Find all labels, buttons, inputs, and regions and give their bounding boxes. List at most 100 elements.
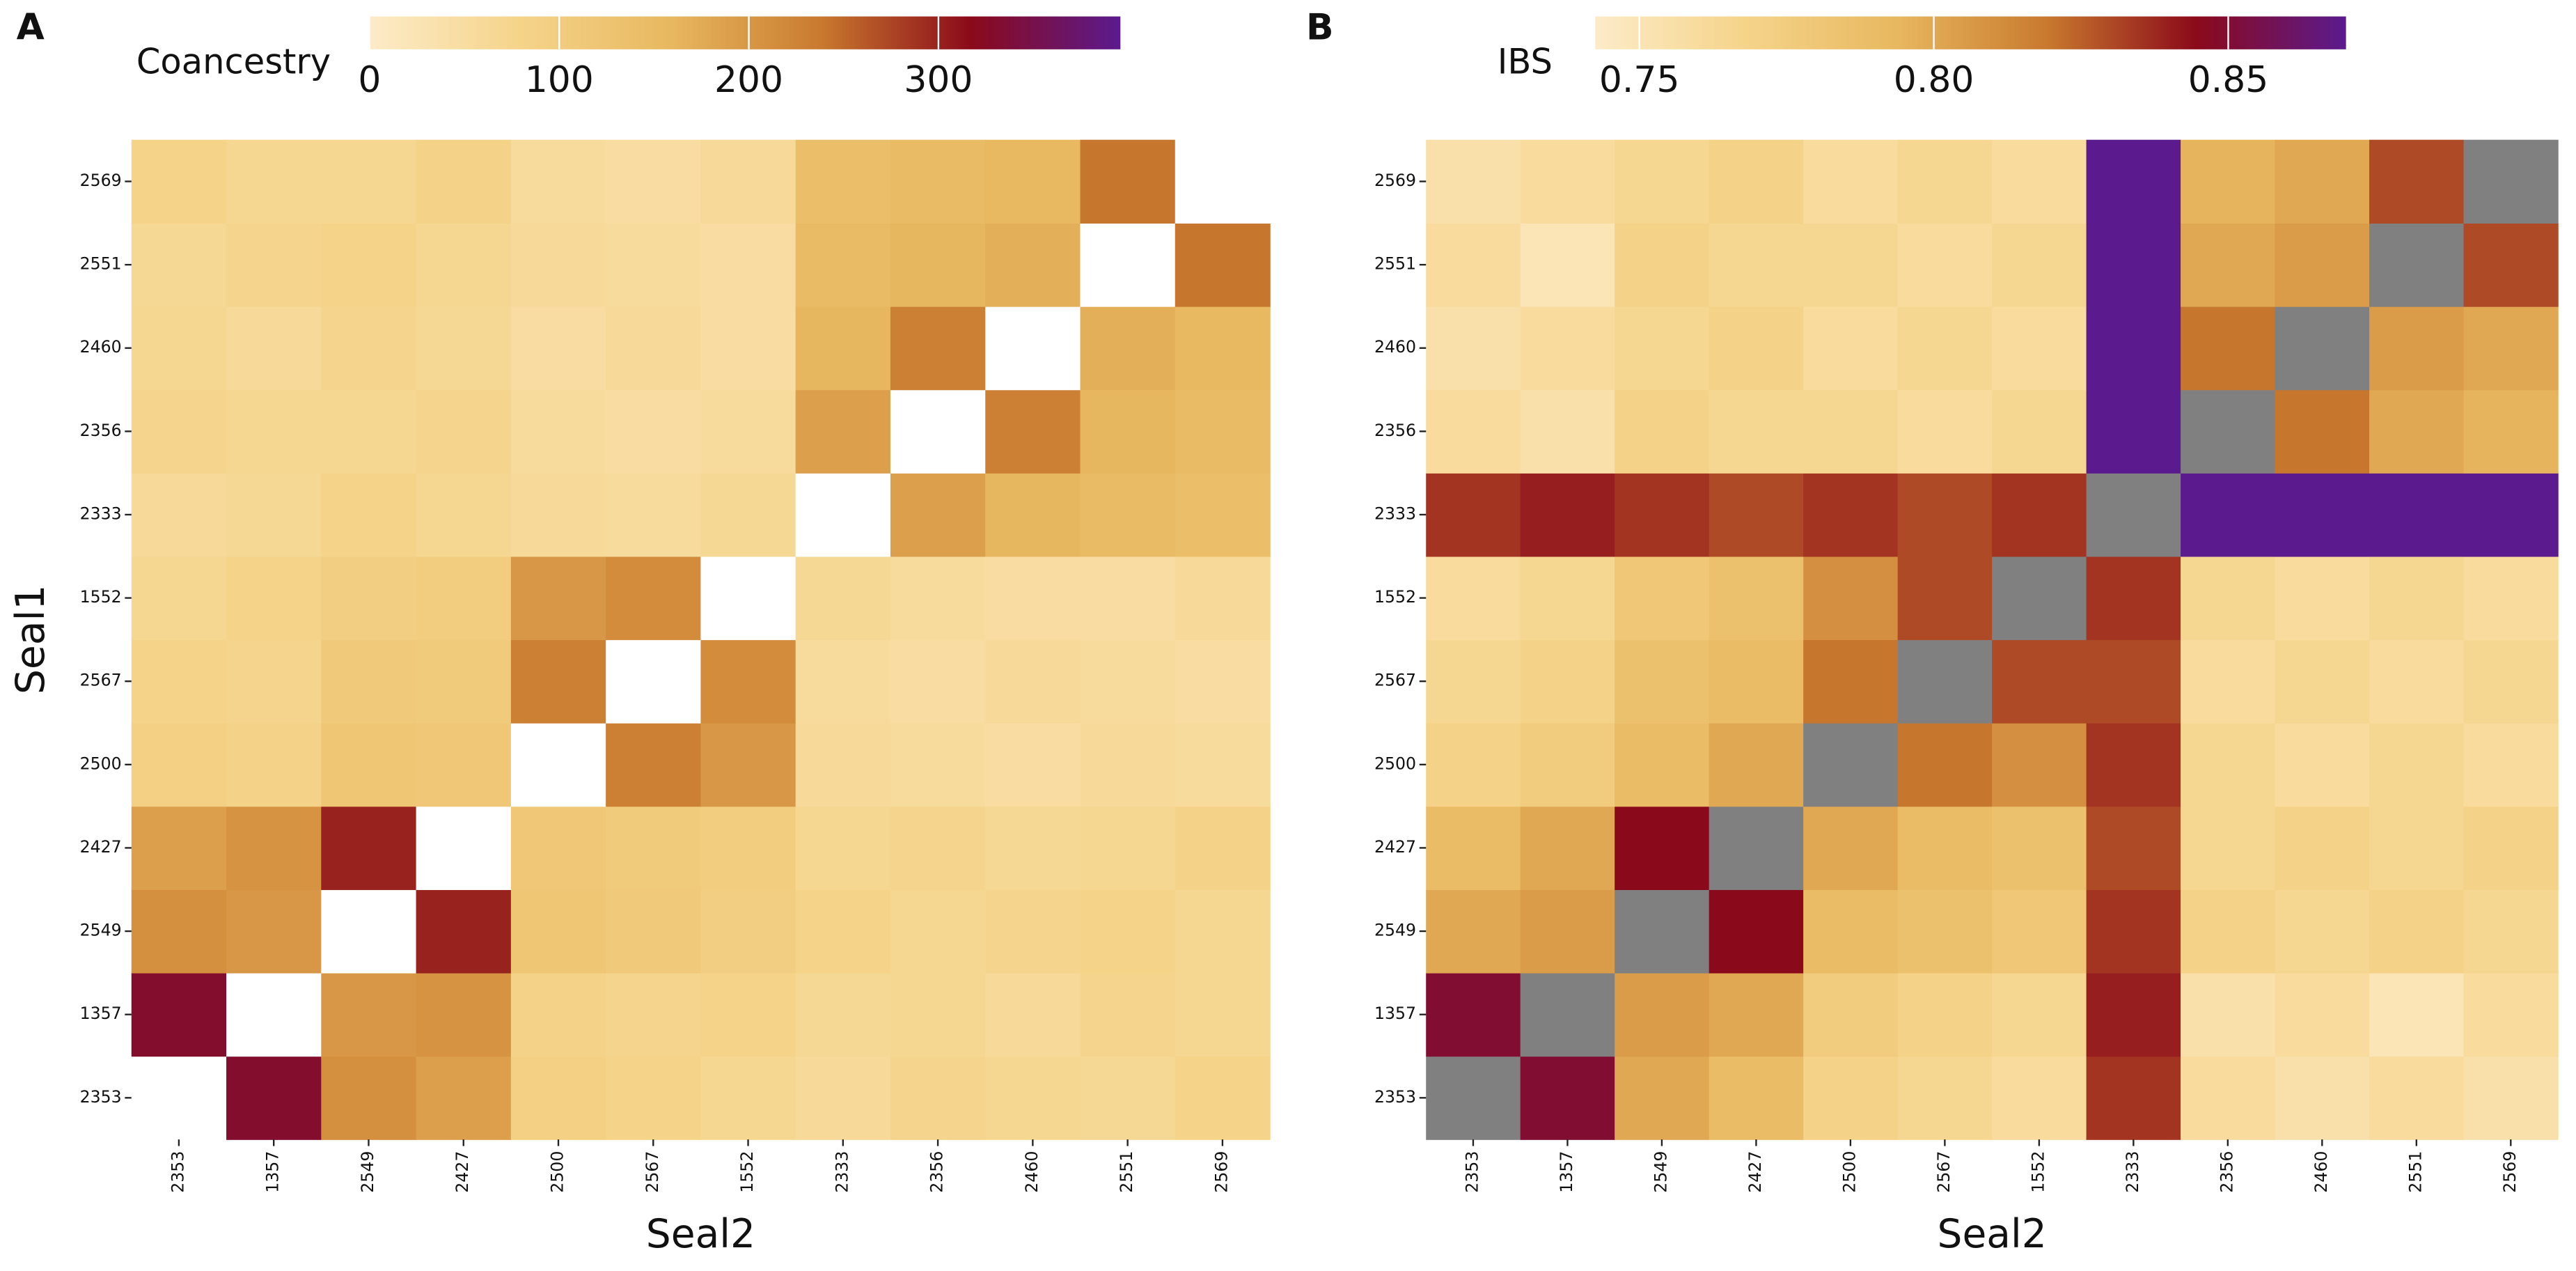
y-tick-label: 2569 [1374,171,1416,190]
heatmap-cell [795,223,891,307]
heatmap-cell [2181,223,2276,307]
heatmap-cell [890,1056,986,1140]
heatmap-cell [1175,139,1271,224]
heatmap-cell [416,639,512,724]
y-tick-label: 2567 [1374,671,1416,690]
heatmap-cell [1426,723,1521,807]
heatmap-cell [226,723,322,807]
heatmap-cell [1175,889,1271,974]
heatmap-cell [1520,972,1615,1057]
x-axis-title: Seal2 [646,1211,755,1257]
heatmap-cell [890,306,986,391]
y-tick-label: 2427 [1374,837,1416,857]
heatmap-cell [510,139,606,224]
y-tick-label: 2356 [1374,421,1416,440]
heatmap-cell [510,889,606,974]
heatmap-cell [1992,1056,2087,1140]
heatmap-cell [1520,723,1615,807]
heatmap-cell [606,806,702,890]
heatmap-cell [2369,389,2465,474]
heatmap-cell [416,306,512,391]
heatmap-cell [795,806,891,890]
heatmap-cell [700,806,796,890]
heatmap-cell [2463,389,2559,474]
x-tick-label: 2427 [453,1151,472,1193]
heatmap-cell [1709,139,1804,224]
x-tick-label: 2356 [2217,1151,2236,1193]
heatmap-cell [985,473,1081,557]
heatmap-cell [2463,889,2559,974]
heatmap-cell [131,223,227,307]
heatmap-cell [2369,972,2465,1057]
heatmap-cell [700,972,796,1057]
heatmap-cell [985,972,1081,1057]
heatmap-cell [1709,223,1804,307]
heatmap-cell [2181,972,2276,1057]
heatmap-cell [2369,723,2465,807]
heatmap-cell [1615,1056,1710,1140]
heatmap-cell [700,389,796,474]
heatmap-cell [1080,889,1176,974]
x-tick-label: 1552 [2028,1151,2048,1193]
heatmap-cell [1803,473,1899,557]
heatmap-cell [2086,889,2181,974]
y-tick-label: 2500 [1374,754,1416,773]
heatmap-cell [1803,306,1899,391]
x-tick-label: 1357 [1557,1151,1576,1193]
colorbar [369,16,1121,49]
x-tick-label: 2500 [548,1151,567,1193]
heatmap-cell [1426,473,1521,557]
heatmap-cell [510,556,606,641]
y-tick-label: 2500 [80,754,122,773]
heatmap-cell [1080,223,1176,307]
heatmap-cell [321,389,417,474]
heatmap-cell [2275,723,2370,807]
heatmap-cell [510,639,606,724]
heatmap-cell [1709,972,1804,1057]
heatmap-cell [1897,806,1993,890]
heatmap-cell [2086,723,2181,807]
heatmap-cell [1080,389,1176,474]
heatmap-cell [1426,139,1521,224]
x-tick-label: 2460 [1022,1151,1042,1193]
heatmap-cell [321,723,417,807]
y-tick-label: 2549 [1374,921,1416,940]
heatmap-cell [890,139,986,224]
colorbar-tick-label: 0 [358,59,381,101]
heatmap-cell [131,139,227,224]
heatmap-cell [700,1056,796,1140]
heatmap-cell [2181,889,2276,974]
heatmap-cell [1803,1056,1899,1140]
heatmap-cell [131,389,227,474]
heatmap-cell [131,556,227,641]
heatmap-cell [1615,889,1710,974]
heatmap-cell [1520,223,1615,307]
heatmap-cell [890,723,986,807]
heatmap-cell [700,639,796,724]
heatmap-cell [2463,306,2559,391]
heatmap-cell [1709,306,1804,391]
heatmap-cell [2086,306,2181,391]
y-tick-label: 2333 [1374,504,1416,523]
x-tick-label: 1552 [737,1151,757,1193]
heatmap-cell [321,306,417,391]
y-tick-label: 2427 [80,837,122,857]
panel-label: A [17,6,45,48]
heatmap-cell [1520,473,1615,557]
heatmap-cell [1080,972,1176,1057]
x-tick-label: 2353 [168,1151,187,1193]
heatmap-cell [2181,473,2276,557]
heatmap-cell [2181,723,2276,807]
heatmap-cell [131,1056,227,1140]
heatmap-cell [1426,556,1521,641]
colorbar-tick-label: 0.80 [1894,59,1974,101]
heatmap-cell [2181,139,2276,224]
heatmap-cell [131,806,227,890]
heatmap-cell [1803,389,1899,474]
heatmap-cell [795,473,891,557]
heatmap-cell [1897,723,1993,807]
heatmap-cell [2086,223,2181,307]
heatmap-cell [2275,473,2370,557]
heatmap-cell [1520,806,1615,890]
heatmap-cell [1803,139,1899,224]
